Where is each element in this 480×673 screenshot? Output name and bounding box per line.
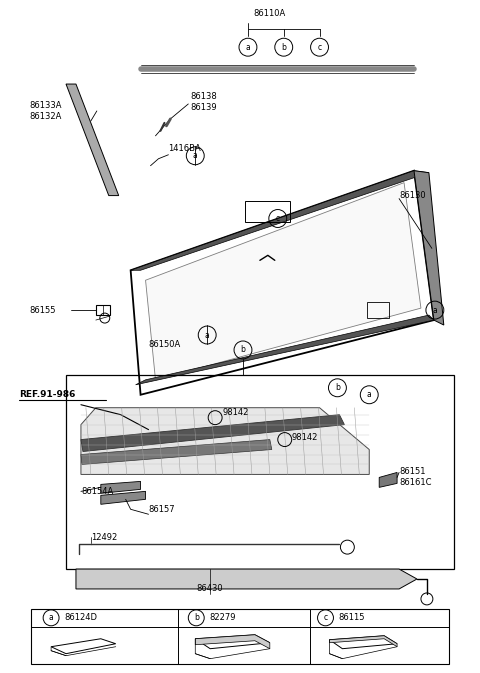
Text: a: a xyxy=(205,330,210,339)
Bar xyxy=(66,375,454,569)
Bar xyxy=(96,305,110,315)
Polygon shape xyxy=(66,84,119,196)
Bar xyxy=(245,201,290,223)
Polygon shape xyxy=(136,315,434,385)
Polygon shape xyxy=(145,182,421,380)
Text: 86430: 86430 xyxy=(197,584,224,594)
Text: c: c xyxy=(276,214,280,223)
Text: 86154A: 86154A xyxy=(81,487,113,496)
Text: REF.91-986: REF.91-986 xyxy=(19,390,76,399)
Polygon shape xyxy=(379,472,397,487)
Polygon shape xyxy=(195,635,270,649)
Text: 86130: 86130 xyxy=(399,191,426,200)
Text: a: a xyxy=(367,390,372,399)
Text: c: c xyxy=(317,42,322,52)
Text: 86132A: 86132A xyxy=(29,112,61,121)
Text: 86157: 86157 xyxy=(148,505,175,513)
Polygon shape xyxy=(101,481,141,493)
Text: 86161C: 86161C xyxy=(399,478,432,487)
Text: b: b xyxy=(194,613,199,623)
Polygon shape xyxy=(101,491,145,504)
Text: a: a xyxy=(246,42,251,52)
Text: b: b xyxy=(335,384,340,392)
Bar xyxy=(31,609,449,664)
Text: 98142: 98142 xyxy=(222,409,249,417)
Text: 98142: 98142 xyxy=(292,433,318,442)
Polygon shape xyxy=(81,408,369,474)
Polygon shape xyxy=(81,415,344,452)
Text: 86139: 86139 xyxy=(190,104,217,112)
Text: 86133A: 86133A xyxy=(29,102,62,110)
Polygon shape xyxy=(131,171,429,271)
Text: a: a xyxy=(193,151,198,160)
Text: 86150A: 86150A xyxy=(148,341,181,349)
Text: 86151: 86151 xyxy=(399,467,426,476)
Text: 86115: 86115 xyxy=(338,613,365,623)
Text: b: b xyxy=(240,345,245,355)
Text: 86138: 86138 xyxy=(190,92,217,102)
Polygon shape xyxy=(76,569,417,589)
Text: 86155: 86155 xyxy=(29,306,56,314)
Polygon shape xyxy=(81,439,272,464)
Polygon shape xyxy=(414,171,444,325)
Text: c: c xyxy=(324,613,327,623)
Bar xyxy=(367,302,389,318)
Text: 1416BA: 1416BA xyxy=(168,144,201,153)
Text: 86124D: 86124D xyxy=(64,613,97,623)
Text: a: a xyxy=(432,306,437,314)
Text: 12492: 12492 xyxy=(91,532,117,542)
Polygon shape xyxy=(329,636,397,647)
Text: a: a xyxy=(49,613,53,623)
Text: 86110A: 86110A xyxy=(254,9,286,18)
Text: 82279: 82279 xyxy=(209,613,236,623)
Text: b: b xyxy=(281,42,286,52)
